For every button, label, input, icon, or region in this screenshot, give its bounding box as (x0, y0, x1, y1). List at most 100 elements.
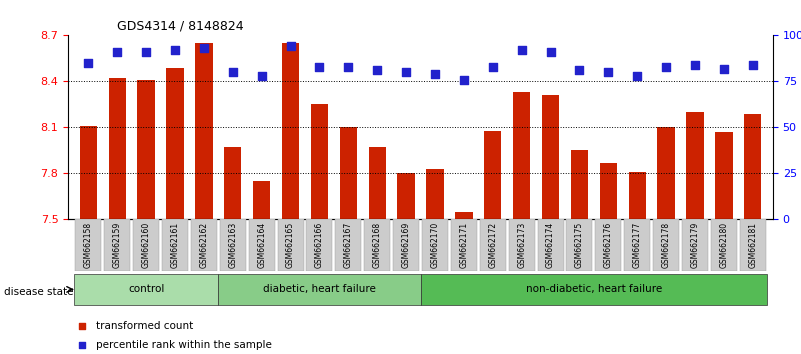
Bar (368, 147, 386, 219)
Bar (484, 131, 501, 219)
Bar (426, 169, 444, 219)
Point (198, 45, 211, 51)
Text: GSM662170: GSM662170 (430, 222, 440, 268)
Bar (513, 92, 530, 219)
Bar (541, 95, 559, 219)
Text: transformed count: transformed count (96, 321, 194, 331)
Bar (138, 80, 155, 219)
FancyBboxPatch shape (307, 219, 332, 271)
Text: GSM662172: GSM662172 (489, 222, 497, 268)
FancyBboxPatch shape (595, 219, 622, 271)
Bar (108, 78, 126, 219)
Text: GSM662163: GSM662163 (228, 222, 237, 268)
Text: GSM662164: GSM662164 (257, 222, 266, 268)
Bar (686, 112, 703, 219)
Point (660, 64, 673, 69)
Bar (167, 68, 183, 219)
FancyBboxPatch shape (682, 219, 708, 271)
Point (515, 47, 528, 53)
Bar (629, 172, 646, 219)
FancyBboxPatch shape (133, 219, 159, 271)
Bar (600, 163, 617, 219)
FancyBboxPatch shape (566, 219, 593, 271)
Point (602, 69, 614, 75)
Bar (79, 126, 97, 219)
Text: GSM662176: GSM662176 (604, 222, 613, 268)
Bar (397, 173, 415, 219)
Text: GSM662174: GSM662174 (546, 222, 555, 268)
Text: GSM662169: GSM662169 (401, 222, 411, 268)
Text: GSM662161: GSM662161 (171, 222, 179, 268)
Bar (571, 150, 588, 219)
Point (371, 68, 384, 73)
Text: GSM662173: GSM662173 (517, 222, 526, 268)
Bar (253, 181, 270, 219)
Point (429, 71, 441, 77)
Text: GSM662159: GSM662159 (113, 222, 122, 268)
FancyBboxPatch shape (740, 219, 766, 271)
Point (542, 105, 555, 110)
Point (139, 49, 152, 55)
Bar (282, 43, 300, 219)
Bar (744, 114, 762, 219)
Point (256, 73, 268, 79)
FancyBboxPatch shape (480, 219, 505, 271)
Text: disease state: disease state (4, 287, 74, 297)
Text: GSM662178: GSM662178 (662, 222, 670, 268)
Text: GSM662166: GSM662166 (315, 222, 324, 268)
Point (573, 68, 586, 73)
Point (689, 62, 702, 68)
FancyBboxPatch shape (393, 219, 419, 271)
FancyBboxPatch shape (422, 219, 448, 271)
Point (284, 44, 297, 49)
Bar (715, 132, 733, 219)
FancyBboxPatch shape (653, 219, 679, 271)
Text: GSM662165: GSM662165 (286, 222, 295, 268)
FancyBboxPatch shape (219, 219, 246, 271)
FancyBboxPatch shape (451, 219, 477, 271)
Point (747, 62, 759, 68)
FancyBboxPatch shape (104, 219, 131, 271)
Point (718, 66, 731, 72)
Point (111, 49, 123, 55)
Text: GSM662179: GSM662179 (690, 222, 699, 268)
Text: GSM662162: GSM662162 (199, 222, 208, 268)
FancyBboxPatch shape (74, 274, 219, 304)
Text: non-diabetic, heart failure: non-diabetic, heart failure (525, 284, 662, 295)
FancyBboxPatch shape (710, 219, 737, 271)
Text: diabetic, heart failure: diabetic, heart failure (263, 284, 376, 295)
Point (542, 282, 555, 287)
Text: GSM662177: GSM662177 (633, 222, 642, 268)
Text: control: control (128, 284, 164, 295)
FancyBboxPatch shape (509, 219, 534, 271)
FancyBboxPatch shape (336, 219, 361, 271)
Text: GSM662158: GSM662158 (84, 222, 93, 268)
Text: GSM662180: GSM662180 (719, 222, 728, 268)
Text: GSM662168: GSM662168 (372, 222, 382, 268)
Text: GSM662160: GSM662160 (142, 222, 151, 268)
FancyBboxPatch shape (421, 274, 767, 304)
Point (544, 49, 557, 55)
Text: percentile rank within the sample: percentile rank within the sample (96, 340, 272, 350)
Point (82, 60, 95, 66)
Text: GSM662171: GSM662171 (459, 222, 469, 268)
Text: GSM662175: GSM662175 (575, 222, 584, 268)
Point (486, 64, 499, 69)
FancyBboxPatch shape (75, 219, 101, 271)
Point (313, 64, 326, 69)
Point (400, 69, 413, 75)
FancyBboxPatch shape (277, 219, 304, 271)
Text: GSM662167: GSM662167 (344, 222, 352, 268)
FancyBboxPatch shape (191, 219, 217, 271)
Bar (311, 104, 328, 219)
FancyBboxPatch shape (219, 274, 421, 304)
Bar (658, 127, 674, 219)
FancyBboxPatch shape (248, 219, 275, 271)
Bar (195, 43, 212, 219)
Text: GDS4314 / 8148824: GDS4314 / 8148824 (118, 20, 244, 33)
Bar (224, 147, 241, 219)
FancyBboxPatch shape (162, 219, 188, 271)
Point (168, 47, 181, 53)
FancyBboxPatch shape (364, 219, 390, 271)
Point (457, 77, 470, 82)
